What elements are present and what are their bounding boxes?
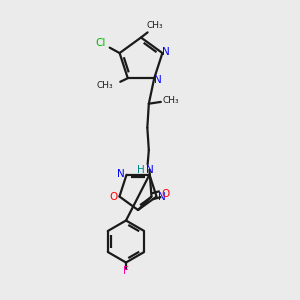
Text: H: H [137, 165, 145, 175]
Text: F: F [123, 266, 129, 277]
Text: N: N [154, 75, 162, 85]
Text: CH₃: CH₃ [162, 96, 179, 105]
Text: N: N [146, 165, 153, 175]
Text: N: N [162, 46, 170, 56]
Text: N: N [158, 192, 166, 203]
Text: O: O [109, 192, 118, 203]
Text: CH₃: CH₃ [96, 81, 113, 90]
Text: CH₃: CH₃ [146, 21, 163, 30]
Text: Cl: Cl [95, 38, 106, 47]
Text: N: N [117, 169, 125, 179]
Text: O: O [161, 189, 170, 199]
